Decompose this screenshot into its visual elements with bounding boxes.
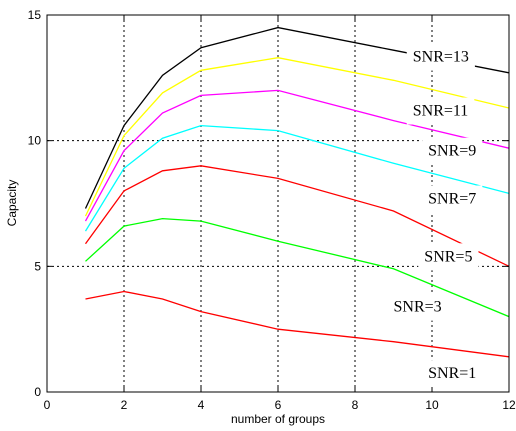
x-tick-label: 0 [44,398,51,412]
x-tick-label: 4 [198,398,205,412]
axis-ticks: 0 2 4 6 8 10 12 0 5 10 15 [28,8,516,412]
series-line-snr-11 [84,57,510,217]
series-annotation: SNR=9 [428,143,476,160]
series-lines [84,26,510,358]
x-tick-label: 2 [121,398,128,412]
x-axis-label: number of groups [231,412,325,426]
annotations: SNR=13 SNR=11 SNR=9 SNR=7 SNR=5 SNR=3 SNR=1 [394,48,477,382]
annotation-background [422,137,483,165]
annotation-background [387,293,448,321]
y-tick-label: 10 [28,134,42,148]
annotation-background [406,97,475,125]
series-annotation: SNR=1 [428,365,476,382]
series-annotation: SNR=13 [413,48,469,65]
series-line-snr-5 [84,165,510,267]
annotation-background [418,243,479,271]
series-annotation: SNR=11 [413,103,469,120]
x-tick-label: 8 [352,398,359,412]
y-tick-label: 5 [34,259,41,273]
annotation-background [422,360,483,388]
series-annotation: SNR=7 [428,191,476,208]
y-axis-label: Capacity [5,180,19,227]
series-line-snr-13 [84,26,510,209]
annotation-background [406,43,475,71]
y-tick-label: 0 [34,385,41,399]
x-tick-label: 10 [425,398,439,412]
annotation-background [422,185,483,213]
y-tick-label: 15 [28,8,42,22]
x-tick-label: 6 [275,398,282,412]
series-line-snr-9 [84,89,510,222]
series-annotation: SNR=3 [394,299,442,316]
annotation-backgrounds [387,43,483,388]
x-tick-label: 12 [502,398,516,412]
series-line-snr-1 [85,290,510,358]
series-line-snr-3 [85,217,510,318]
series-line-snr-7 [84,124,510,232]
series-annotation: SNR=5 [424,248,472,265]
